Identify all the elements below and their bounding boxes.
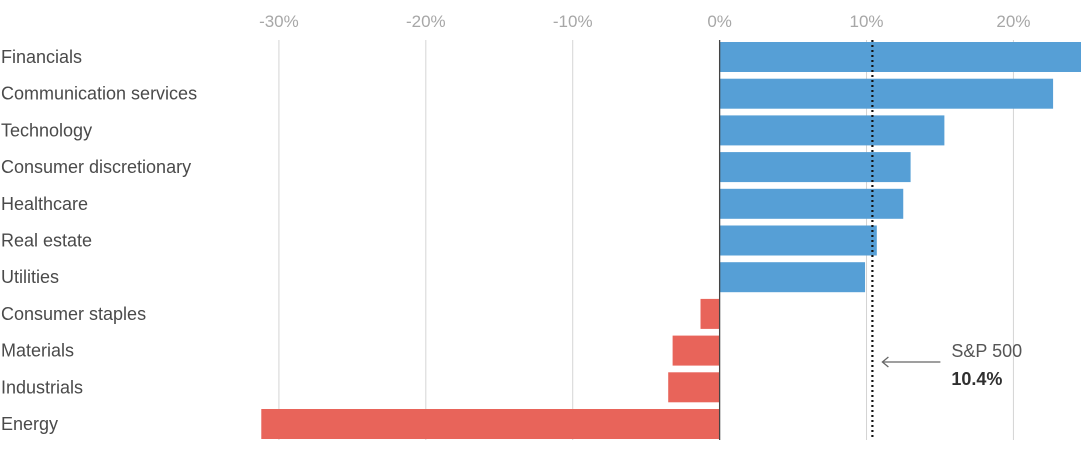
category-label: Materials xyxy=(1,341,74,361)
bar xyxy=(261,409,720,439)
category-label: Communication services xyxy=(1,84,197,104)
category-label: Real estate xyxy=(1,231,92,251)
category-label: Consumer discretionary xyxy=(1,157,191,177)
category-labels: Financials Communication services Technolo… xyxy=(1,47,197,434)
x-axis-tick-labels: -30% -20% -10% 0% 10% 20% xyxy=(259,12,1030,31)
category-label: Utilities xyxy=(1,267,59,287)
bar xyxy=(700,298,720,329)
bar xyxy=(719,225,877,256)
category-label: Energy xyxy=(1,414,58,434)
x-tick-label: -20% xyxy=(406,12,446,31)
bar xyxy=(719,42,1081,72)
annotation-arrow-head-icon xyxy=(881,356,889,368)
sp500-value-label: 10.4% xyxy=(951,369,1002,389)
x-tick-label: 10% xyxy=(850,12,884,31)
category-label: Healthcare xyxy=(1,194,88,214)
x-tick-label: 0% xyxy=(707,12,732,31)
category-label: Financials xyxy=(1,47,82,67)
bar xyxy=(719,262,866,293)
bar xyxy=(668,372,720,403)
bar xyxy=(672,335,720,366)
category-label: Consumer staples xyxy=(1,304,146,324)
bar xyxy=(719,115,945,146)
bars xyxy=(261,40,1081,440)
x-tick-label: -10% xyxy=(553,12,593,31)
bar xyxy=(719,188,904,219)
sp500-label: S&P 500 xyxy=(951,341,1022,361)
x-tick-label: 20% xyxy=(996,12,1030,31)
sp500-reference: S&P 500 10.4% xyxy=(871,40,1022,440)
bar xyxy=(719,78,1054,109)
category-label: Industrials xyxy=(1,377,83,397)
x-tick-label: -30% xyxy=(259,12,299,31)
category-label: Technology xyxy=(1,120,92,140)
bar xyxy=(719,152,911,183)
